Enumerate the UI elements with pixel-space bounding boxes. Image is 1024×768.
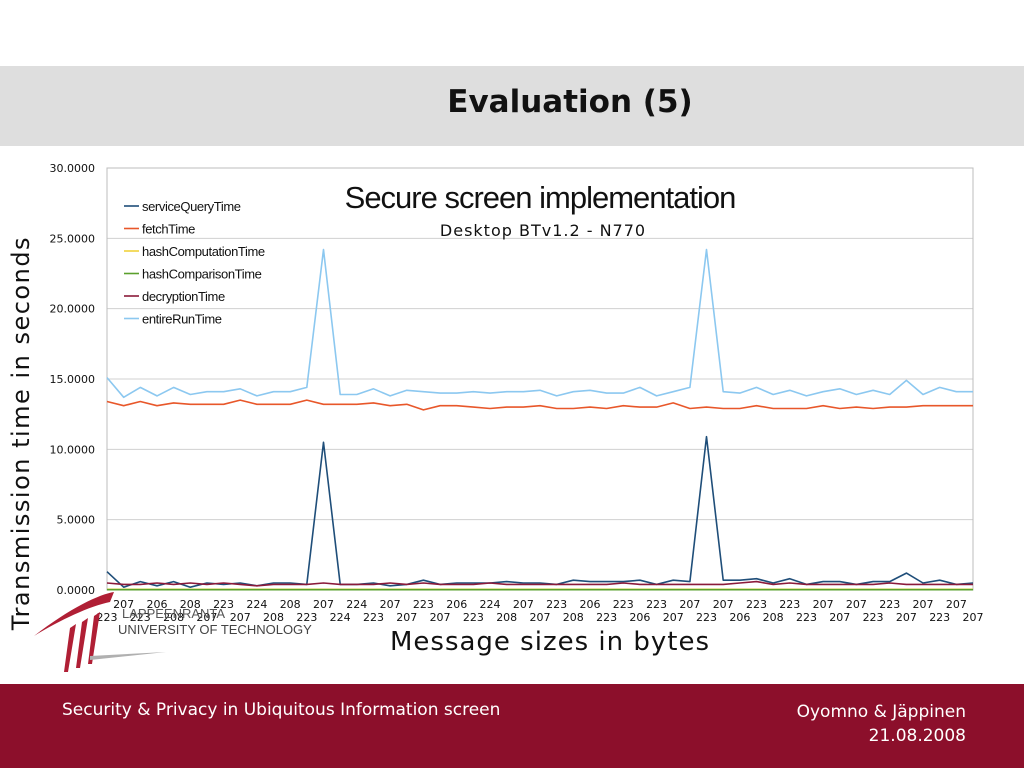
chart-legend: serviceQueryTime fetchTime hashComputation… <box>124 199 265 327</box>
x-tick-label: 223 <box>746 598 767 611</box>
x-tick-label: 223 <box>296 611 317 624</box>
series-line-entireRunTime <box>106 248 973 399</box>
y-tick-label: 5.0000 <box>57 514 96 527</box>
x-tick-label: 207 <box>663 611 684 624</box>
x-tick-label: 207 <box>813 598 834 611</box>
y-tick-label: 15.0000 <box>50 373 96 386</box>
university-logo: LAPPEENRANTA UNIVERSITY OF TECHNOLOGY <box>34 592 312 672</box>
x-tick-label: 208 <box>263 611 284 624</box>
chart-title: Secure screen implementation <box>345 180 736 215</box>
x-tick-label: 208 <box>163 611 184 624</box>
x-tick-label: 207 <box>896 611 917 624</box>
x-axis-label: Message sizes in bytes <box>390 627 710 657</box>
x-tick-label: 206 <box>729 611 750 624</box>
series-line-serviceQueryTime <box>106 435 974 589</box>
logo-line-2: UNIVERSITY OF TECHNOLOGY <box>118 622 312 637</box>
x-tick-label: 223 <box>463 611 484 624</box>
x-tick-label: 207 <box>946 598 967 611</box>
x-tick-label: 208 <box>763 611 784 624</box>
x-tick-label: 206 <box>146 598 167 611</box>
x-tick-label: 223 <box>779 598 800 611</box>
x-tick-label: 206 <box>579 598 600 611</box>
y-tick-label: 25.0000 <box>50 232 96 245</box>
chart-subtitle: Desktop BTv1.2 - N770 <box>440 221 646 240</box>
logo-underline <box>90 652 166 660</box>
x-tick-label: 208 <box>180 598 201 611</box>
x-tick-label: 223 <box>130 611 151 624</box>
x-tick-label: 207 <box>530 611 551 624</box>
legend-label: fetchTime <box>142 222 195 237</box>
x-tick-label: 207 <box>430 611 451 624</box>
x-tick-label: 207 <box>380 598 401 611</box>
x-tick-label: 223 <box>863 611 884 624</box>
logo-line-1: LAPPEENRANTA <box>122 606 225 621</box>
title-band <box>0 66 1024 146</box>
footer-authors: Oyomno & Jäppinen <box>796 702 966 722</box>
x-tick-label: 223 <box>213 598 234 611</box>
y-tick-label: 20.0000 <box>50 303 96 316</box>
x-tick-label: 224 <box>330 611 351 624</box>
y-tick-label: 0.0000 <box>57 584 96 597</box>
x-tick-label: 207 <box>230 611 251 624</box>
x-tick-label: 223 <box>413 598 434 611</box>
x-tick-label: 224 <box>480 598 501 611</box>
legend-label: entireRunTime <box>142 312 222 327</box>
x-tick-label: 207 <box>846 598 867 611</box>
x-tick-label: 207 <box>829 611 850 624</box>
x-tick-label: 206 <box>446 598 467 611</box>
footer-title: Security & Privacy in Ubiquitous Informa… <box>62 700 501 720</box>
x-tick-label: 208 <box>563 611 584 624</box>
logo-bars <box>64 612 100 672</box>
y-tick-labels: 0.0000 5.0000 10.0000 15.0000 20.0000 25.0000… <box>50 162 96 597</box>
series-line-decryptionTime <box>106 580 973 587</box>
x-tick-label: 223 <box>879 598 900 611</box>
x-tick-label: 223 <box>796 611 817 624</box>
y-tick-label: 30.0000 <box>50 162 96 175</box>
x-tick-label: 223 <box>929 611 950 624</box>
footer: Security & Privacy in Ubiquitous Informa… <box>0 684 1024 768</box>
footer-date: 21.08.2008 <box>868 726 966 746</box>
legend-label: serviceQueryTime <box>142 199 241 214</box>
y-axis-label: Transmission time in seconds <box>7 236 35 631</box>
x-tick-label: 223 <box>97 611 118 624</box>
slide-title: Evaluation (5) <box>447 84 693 120</box>
x-tick-label: 223 <box>596 611 617 624</box>
x-tick-label: 223 <box>696 611 717 624</box>
x-tick-label: 223 <box>363 611 384 624</box>
x-tick-labels: 2232072232062082082072232072242082082232… <box>97 598 984 624</box>
x-tick-label: 207 <box>913 598 934 611</box>
series-line-fetchTime <box>106 399 973 411</box>
logo-swoosh <box>34 592 114 636</box>
y-tick-label: 10.0000 <box>50 443 96 456</box>
x-tick-label: 223 <box>646 598 667 611</box>
legend-label: decryptionTime <box>142 289 225 304</box>
footer-meta: Oyomno & Jäppinen 21.08.2008 <box>797 700 966 748</box>
x-tick-label: 207 <box>113 598 134 611</box>
x-tick-label: 224 <box>246 598 267 611</box>
legend-label: hashComparisonTime <box>142 267 262 282</box>
x-tick-label: 208 <box>280 598 301 611</box>
x-tick-label: 207 <box>679 598 700 611</box>
x-tick-label: 207 <box>713 598 734 611</box>
x-tick-label: 207 <box>513 598 534 611</box>
series-lines <box>106 248 974 591</box>
x-tick-label: 207 <box>196 611 217 624</box>
x-tick-label: 223 <box>546 598 567 611</box>
x-tick-label: 207 <box>396 611 417 624</box>
x-tick-label: 224 <box>346 598 367 611</box>
x-tick-label: 207 <box>313 598 334 611</box>
x-tick-label: 208 <box>496 611 517 624</box>
chart: 0.0000 5.0000 10.0000 15.0000 20.0000 25.0000… <box>7 162 984 657</box>
x-tick-label: 207 <box>963 611 984 624</box>
legend-label: hashComputationTime <box>142 244 265 259</box>
x-tick-label: 223 <box>613 598 634 611</box>
x-tick-label: 206 <box>629 611 650 624</box>
